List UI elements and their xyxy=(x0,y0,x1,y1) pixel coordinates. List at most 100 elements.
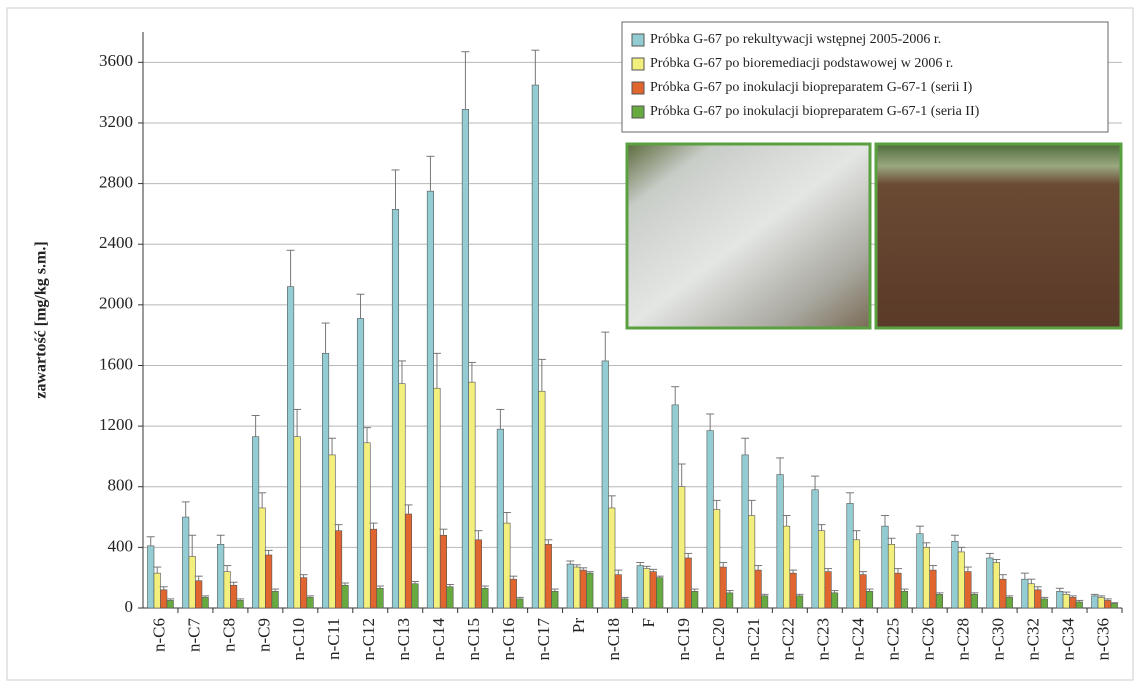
bar xyxy=(853,540,860,608)
error-bar xyxy=(986,553,994,558)
legend-swatch xyxy=(632,106,644,118)
error-bar xyxy=(853,531,861,540)
bar xyxy=(517,599,524,608)
bar xyxy=(726,593,733,608)
error-bar xyxy=(859,572,867,575)
bar xyxy=(364,443,371,608)
bar xyxy=(237,600,244,608)
bar xyxy=(147,546,154,608)
error-bar xyxy=(147,537,155,546)
error-bar xyxy=(160,587,168,590)
bar xyxy=(777,475,784,608)
error-bar xyxy=(999,575,1007,580)
error-bar xyxy=(713,500,721,509)
bar xyxy=(622,599,629,608)
x-tick-label: n-C12 xyxy=(359,618,378,661)
bar xyxy=(1070,597,1077,608)
bar xyxy=(713,509,720,608)
x-tick-label: n-C11 xyxy=(324,618,343,660)
bar xyxy=(412,584,419,608)
x-tick-label: n-C17 xyxy=(534,618,553,661)
bar xyxy=(1000,579,1007,608)
error-bar xyxy=(322,323,330,353)
bar xyxy=(370,529,377,608)
y-tick-label: 3200 xyxy=(99,112,133,131)
error-bar xyxy=(964,567,972,572)
error-bar xyxy=(404,505,412,514)
y-tick-label: 1600 xyxy=(99,354,133,373)
error-bar xyxy=(789,570,797,573)
bar xyxy=(637,566,644,608)
bar xyxy=(265,555,272,608)
error-bar xyxy=(538,359,546,391)
bar xyxy=(462,109,469,608)
bar xyxy=(1006,597,1013,608)
bar xyxy=(930,570,937,608)
bar xyxy=(392,209,399,608)
error-bar xyxy=(363,428,371,443)
error-bar xyxy=(957,547,965,552)
x-tick-label: n-C36 xyxy=(1093,618,1112,661)
error-bar xyxy=(601,332,609,361)
x-tick-label: n-C10 xyxy=(289,618,308,661)
bar xyxy=(322,353,329,608)
error-bar xyxy=(684,553,692,558)
x-tick-label: n-C24 xyxy=(849,618,868,661)
bar xyxy=(971,594,978,608)
error-bar xyxy=(922,543,930,548)
bar xyxy=(678,487,685,608)
bar xyxy=(294,437,301,608)
bar xyxy=(888,544,895,608)
bar xyxy=(882,526,889,608)
error-bar xyxy=(391,170,399,209)
x-tick-label: n-C9 xyxy=(254,618,273,652)
bar xyxy=(685,558,692,608)
bar xyxy=(1028,584,1035,608)
bar xyxy=(796,596,803,608)
error-bar xyxy=(153,567,161,573)
error-bar xyxy=(636,563,644,566)
error-bar xyxy=(573,565,581,567)
bar xyxy=(965,572,972,608)
bar xyxy=(447,587,454,608)
photos xyxy=(627,144,1121,328)
bar xyxy=(469,382,476,608)
bar xyxy=(189,556,196,608)
error-bar xyxy=(461,52,469,110)
bar xyxy=(1022,579,1029,608)
error-bar xyxy=(566,561,574,564)
bar xyxy=(552,591,559,608)
bar xyxy=(167,600,174,608)
bar xyxy=(580,570,587,608)
bar xyxy=(987,558,994,608)
x-tick-label: n-C23 xyxy=(814,618,833,661)
bar xyxy=(224,572,231,608)
bar xyxy=(587,573,594,608)
legend-swatch xyxy=(632,34,644,46)
bar xyxy=(847,503,854,608)
bar xyxy=(272,591,279,608)
error-bar xyxy=(900,589,908,591)
error-bar xyxy=(446,585,454,587)
error-bar xyxy=(265,550,273,555)
error-bar xyxy=(370,523,378,529)
x-tick-label: n-C32 xyxy=(1023,618,1042,661)
x-tick-label: n-C15 xyxy=(464,618,483,661)
bar xyxy=(812,490,819,608)
bar xyxy=(230,585,237,608)
bar xyxy=(545,544,552,608)
x-tick-label: n-C30 xyxy=(989,618,1008,661)
bar xyxy=(615,575,622,608)
legend-label: Próbka G-67 po inokulacji biopreparatem … xyxy=(650,80,973,95)
error-bar xyxy=(649,569,657,571)
bar xyxy=(917,534,924,608)
bar xyxy=(539,391,546,608)
bar xyxy=(307,597,314,608)
bar xyxy=(761,596,768,608)
bar xyxy=(217,544,224,608)
error-bar xyxy=(719,563,727,568)
error-bar xyxy=(706,414,714,431)
error-bar xyxy=(783,516,791,527)
error-bar xyxy=(881,516,889,527)
bar xyxy=(895,573,902,608)
